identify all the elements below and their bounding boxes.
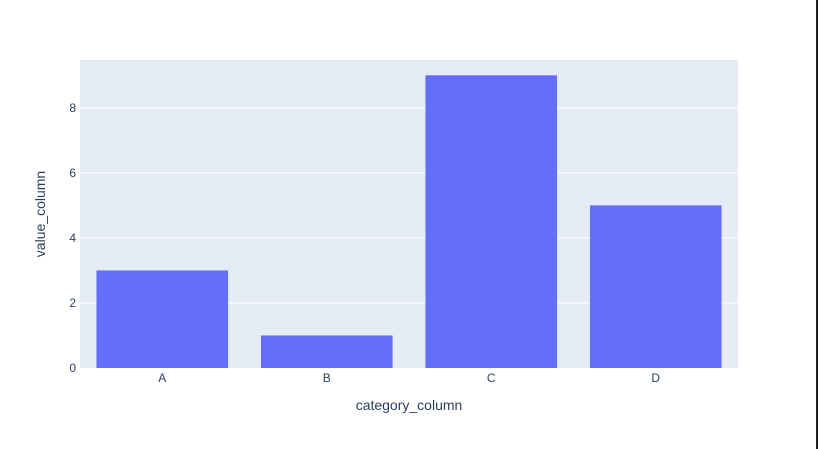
y-tick-label: 0 xyxy=(69,361,76,375)
y-tick-label: 6 xyxy=(69,166,76,180)
bars xyxy=(96,75,722,368)
y-axis-ticks: 0 2 4 6 8 xyxy=(69,101,76,375)
bar-a[interactable] xyxy=(96,270,229,368)
y-tick-label: 8 xyxy=(69,101,76,115)
bar-b[interactable] xyxy=(260,335,393,368)
bar-d[interactable] xyxy=(589,205,722,368)
bar-c[interactable] xyxy=(425,75,558,368)
x-tick-label: C xyxy=(487,371,496,385)
x-axis-title: category_column xyxy=(356,397,463,413)
y-tick-label: 4 xyxy=(69,231,76,245)
y-tick-label: 2 xyxy=(69,296,76,310)
x-axis-ticks: A B C D xyxy=(158,371,660,385)
y-axis-title: value_column xyxy=(32,171,48,257)
x-tick-label: D xyxy=(651,371,660,385)
x-tick-label: B xyxy=(323,371,331,385)
window-edge xyxy=(816,0,818,449)
x-tick-label: A xyxy=(158,371,166,385)
